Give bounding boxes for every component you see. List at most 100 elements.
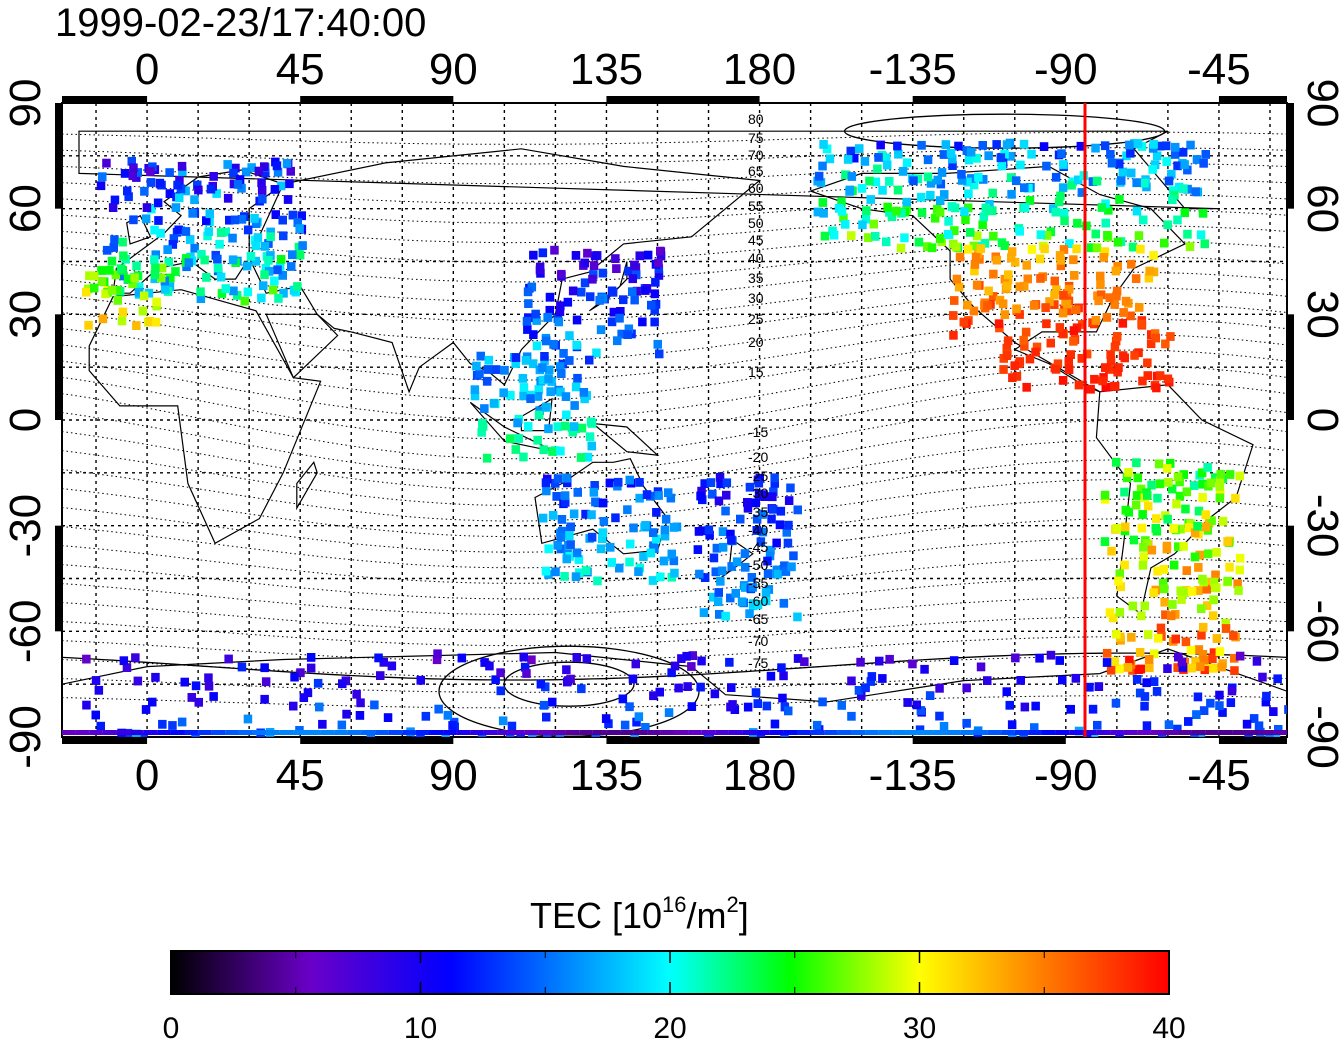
tec-cell <box>768 492 777 502</box>
coastline <box>126 214 152 245</box>
tec-cell <box>579 730 593 735</box>
tec-cell <box>583 248 592 258</box>
tec-cell <box>628 674 638 684</box>
frame-bar-right <box>1287 314 1294 420</box>
tec-cell <box>541 682 550 692</box>
tec-cell <box>562 473 571 483</box>
tec-cell <box>1115 569 1124 579</box>
tec-cell <box>1113 367 1122 377</box>
tec-cell <box>1053 359 1063 369</box>
tec-cell <box>1069 730 1083 735</box>
tec-cell <box>1163 664 1172 673</box>
tec-cell <box>687 702 697 711</box>
tec-cell <box>667 549 676 559</box>
tec-cell <box>661 514 671 524</box>
tec-cell <box>554 317 563 327</box>
tec-cell <box>649 691 658 701</box>
tec-cell <box>606 542 615 552</box>
tec-cell <box>1178 730 1192 735</box>
tec-cell <box>1175 477 1184 487</box>
tec-cell <box>266 730 280 735</box>
tec-cell <box>1218 730 1233 735</box>
tec-cell <box>484 355 493 365</box>
tec-cell <box>984 206 993 216</box>
tec-cell <box>969 241 979 251</box>
tec-cell <box>1082 734 1092 737</box>
tec-cell <box>1234 586 1243 595</box>
tec-cell <box>887 212 897 222</box>
tec-cell <box>696 491 705 501</box>
tec-cell <box>1069 336 1078 346</box>
tec-cell <box>496 668 505 678</box>
tec-cell <box>1132 491 1142 500</box>
tec-cell <box>926 191 935 200</box>
magnetic-latitude-label: 35 <box>748 270 764 286</box>
tec-cell <box>914 237 924 247</box>
magnetic-latitude-line <box>62 333 1287 401</box>
tec-cell <box>1149 588 1158 598</box>
tec-cell <box>285 179 294 189</box>
tec-cell <box>713 597 723 606</box>
tec-cell <box>1169 524 1178 533</box>
tec-cell <box>574 555 584 564</box>
tec-cell <box>524 299 533 308</box>
tec-cell <box>561 392 571 401</box>
tec-cell <box>477 733 487 737</box>
tec-cell <box>565 531 574 540</box>
tec-cell <box>781 567 791 576</box>
tec-cell <box>647 300 656 310</box>
tec-cell <box>260 270 269 280</box>
tec-cell <box>1121 505 1130 515</box>
tec-cell <box>1235 471 1244 481</box>
tec-cell <box>730 705 740 714</box>
tec-cell <box>818 198 828 207</box>
tec-cell <box>279 288 288 298</box>
tec-cell <box>978 220 987 230</box>
tec-cell <box>813 207 823 217</box>
x-top-tick-label: -45 <box>1187 45 1251 94</box>
tec-cell <box>1005 700 1014 710</box>
tec-cell <box>273 167 283 177</box>
tec-cell <box>670 661 680 671</box>
tec-cell <box>1186 140 1195 150</box>
tec-cell <box>1169 186 1178 195</box>
tec-cell <box>209 172 218 181</box>
tec-cell <box>780 561 789 571</box>
tec-cell <box>625 702 634 712</box>
x-bottom-tick-label: -135 <box>869 751 957 800</box>
tec-cell <box>505 434 515 444</box>
tec-cell <box>337 720 347 730</box>
tec-cell <box>536 679 546 689</box>
tec-cell <box>586 417 596 427</box>
tec-cell <box>869 219 878 229</box>
tec-cell <box>847 231 856 240</box>
tec-cell <box>1106 350 1115 360</box>
tec-cell <box>1192 155 1202 164</box>
tec-cell <box>892 206 901 216</box>
tec-cell <box>829 230 839 240</box>
tec-cell <box>232 737 241 746</box>
tec-cell <box>1014 359 1024 369</box>
tec-cell <box>1004 270 1013 280</box>
tec-cell <box>917 140 926 150</box>
tec-cell <box>1089 735 1099 737</box>
tec-cell <box>669 523 679 532</box>
tec-cell <box>752 514 762 524</box>
tec-cell <box>334 730 348 735</box>
tec-cell <box>1105 293 1114 303</box>
tec-cell <box>374 653 383 663</box>
tec-cell <box>293 282 302 291</box>
tec-cell <box>257 185 267 195</box>
tec-cell <box>511 445 520 454</box>
tec-cell <box>472 361 481 371</box>
coastline <box>62 648 1287 735</box>
tec-cell <box>1209 648 1219 658</box>
tec-cell <box>810 730 825 735</box>
tec-cell <box>784 520 793 530</box>
tec-cell <box>568 286 578 296</box>
tec-cell <box>732 557 742 567</box>
tec-cell <box>1002 343 1011 353</box>
tec-cell <box>193 180 202 190</box>
tec-cell <box>303 688 313 698</box>
tec-cell <box>1198 479 1207 489</box>
